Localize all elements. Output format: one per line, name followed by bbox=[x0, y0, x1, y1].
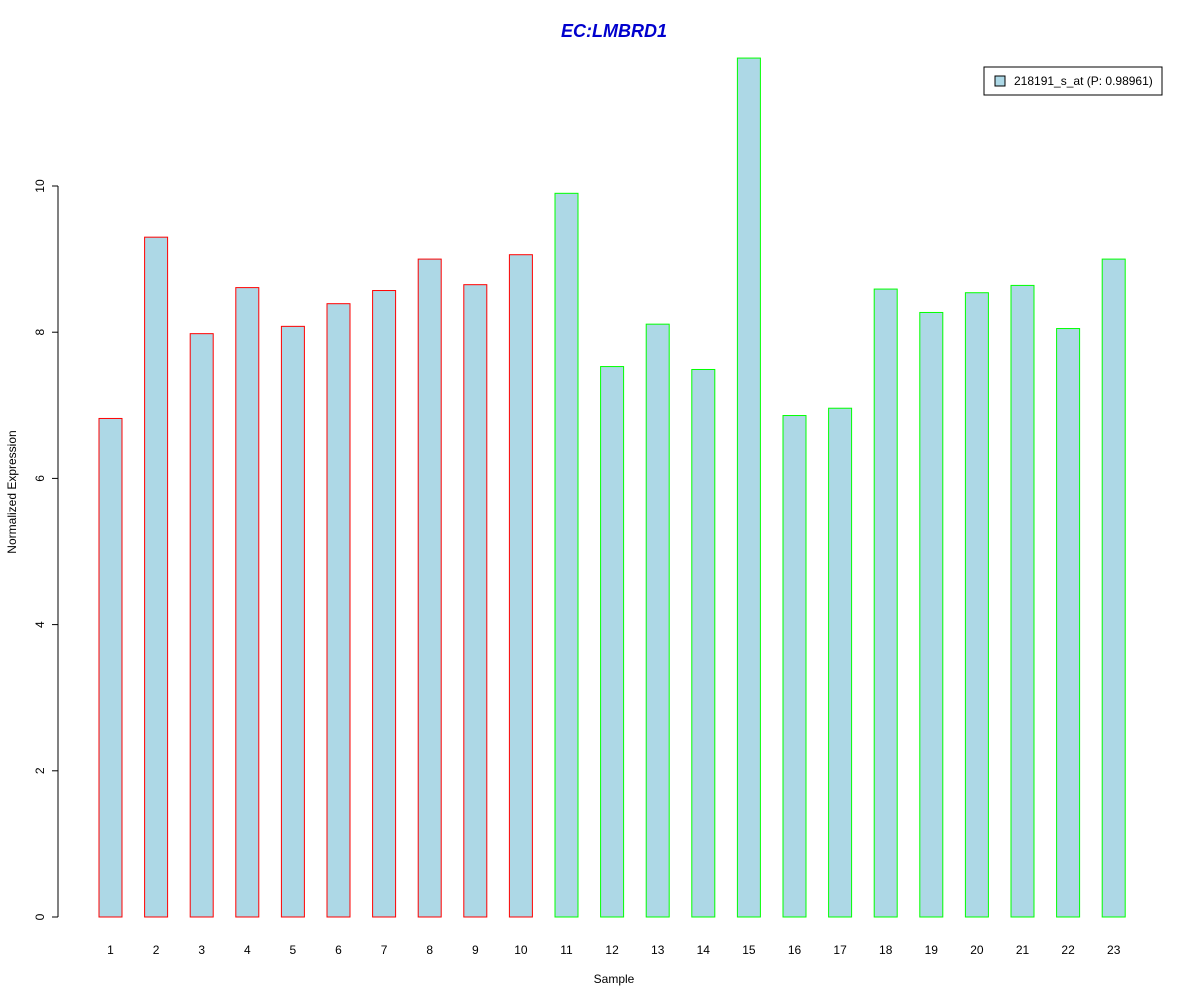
x-tick-label: 15 bbox=[742, 943, 756, 957]
bar bbox=[691, 368, 716, 918]
bar bbox=[600, 366, 625, 918]
y-tick-label: 8 bbox=[33, 329, 47, 336]
legend-label: 218191_s_at (P: 0.98961) bbox=[1014, 74, 1153, 88]
bar bbox=[1101, 258, 1126, 918]
legend-swatch bbox=[994, 75, 1006, 87]
bar bbox=[919, 311, 944, 918]
y-tick-label: 10 bbox=[33, 179, 47, 193]
bar bbox=[98, 417, 123, 918]
x-tick-label: 1 bbox=[107, 943, 114, 957]
x-tick-label: 2 bbox=[153, 943, 160, 957]
bar bbox=[1010, 284, 1035, 918]
y-tick-label: 4 bbox=[33, 621, 47, 628]
x-tick-label: 11 bbox=[560, 943, 573, 957]
x-tick-label: 16 bbox=[788, 943, 802, 957]
legend-box bbox=[983, 66, 1163, 96]
bar bbox=[372, 290, 397, 918]
x-tick-label: 5 bbox=[290, 943, 297, 957]
x-tick-label: 12 bbox=[605, 943, 619, 957]
y-axis-label: Normalized Expression bbox=[5, 430, 19, 553]
x-tick-label: 14 bbox=[697, 943, 711, 957]
y-tick-label: 0 bbox=[33, 913, 47, 920]
bars bbox=[98, 57, 1126, 918]
x-tick-label: 20 bbox=[970, 943, 984, 957]
x-tick-label: 6 bbox=[335, 943, 342, 957]
bar bbox=[326, 303, 351, 918]
x-tick-label: 4 bbox=[244, 943, 251, 957]
x-tick-label: 22 bbox=[1061, 943, 1075, 957]
bar bbox=[645, 323, 670, 918]
bar bbox=[280, 325, 305, 918]
y-tick-label: 2 bbox=[33, 767, 47, 774]
x-tick-label: 7 bbox=[381, 943, 388, 957]
x-tick-label: 9 bbox=[472, 943, 479, 957]
bar bbox=[189, 333, 214, 918]
bar bbox=[1056, 328, 1081, 918]
x-tick-label: 23 bbox=[1107, 943, 1121, 957]
legend: 218191_s_at (P: 0.98961) bbox=[983, 66, 1163, 96]
bar bbox=[417, 258, 442, 918]
y-axis: 0 2 4 6 8 10 bbox=[33, 179, 59, 920]
bar bbox=[873, 288, 898, 918]
x-tick-label: 19 bbox=[925, 943, 939, 957]
x-tick-label: 3 bbox=[198, 943, 205, 957]
bar bbox=[508, 254, 533, 918]
y-tick-label: 6 bbox=[33, 475, 47, 482]
x-tick-label: 17 bbox=[833, 943, 847, 957]
bar bbox=[554, 192, 579, 918]
bar bbox=[463, 284, 488, 918]
bar bbox=[144, 236, 169, 918]
chart-title: EC:LMBRD1 bbox=[561, 21, 667, 41]
bar bbox=[736, 57, 761, 918]
x-tick-label: 10 bbox=[514, 943, 528, 957]
y-ticks: 0 2 4 6 8 10 bbox=[33, 179, 58, 920]
x-tick-label: 21 bbox=[1016, 943, 1030, 957]
x-axis-label: Sample bbox=[594, 972, 635, 986]
x-tick-labels: 1 2 3 4 5 6 7 8 9 10 11 12 13 14 15 16 17 18 19 20 21 22 23 bbox=[107, 943, 1121, 957]
bar bbox=[235, 287, 260, 918]
bar bbox=[964, 292, 989, 918]
x-tick-label: 13 bbox=[651, 943, 665, 957]
x-tick-label: 8 bbox=[426, 943, 433, 957]
bar bbox=[782, 415, 807, 918]
x-tick-label: 18 bbox=[879, 943, 893, 957]
bar bbox=[828, 407, 853, 918]
